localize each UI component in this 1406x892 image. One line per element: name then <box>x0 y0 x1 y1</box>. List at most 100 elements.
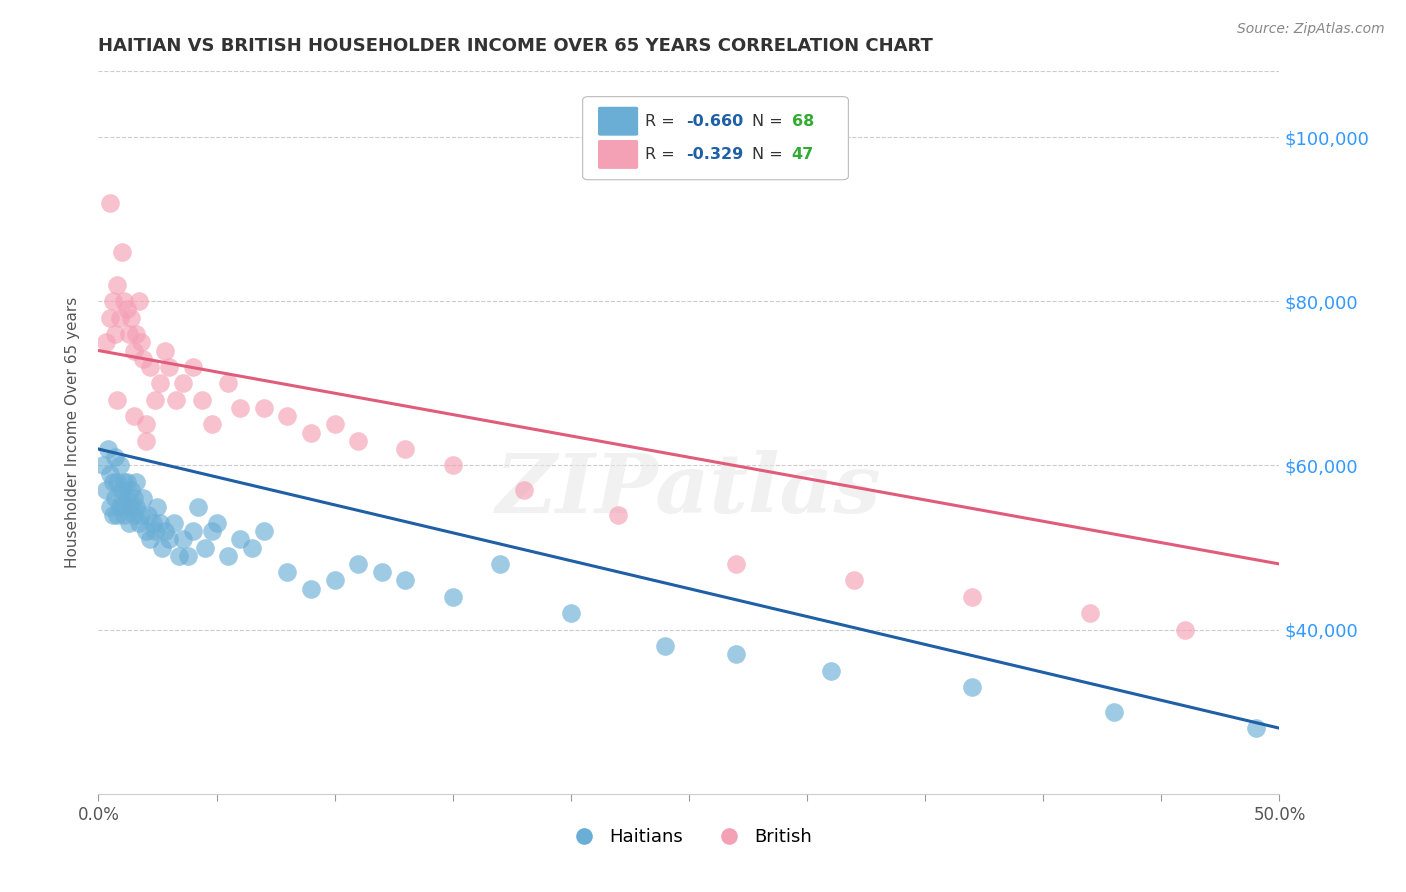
Text: ZIPatlas: ZIPatlas <box>496 450 882 531</box>
Point <box>118 500 141 514</box>
Point <box>1244 721 1267 735</box>
Point <box>122 409 145 424</box>
Point <box>163 516 186 530</box>
Point <box>157 533 180 547</box>
Point <box>146 500 169 514</box>
Point <box>201 524 224 538</box>
Point <box>135 417 157 432</box>
Point <box>97 442 120 456</box>
Point <box>725 648 748 662</box>
Point <box>108 500 131 514</box>
Point <box>820 664 842 678</box>
Point <box>112 294 135 309</box>
Point <box>111 244 134 259</box>
Point <box>229 533 252 547</box>
Point <box>129 335 152 350</box>
Point <box>135 524 157 538</box>
Point <box>132 491 155 506</box>
Point <box>560 607 582 621</box>
Point <box>105 392 128 407</box>
Legend: Haitians, British: Haitians, British <box>560 821 818 854</box>
Point <box>201 417 224 432</box>
Point <box>125 500 148 514</box>
Point <box>122 343 145 358</box>
Point <box>115 491 138 506</box>
Point <box>153 343 176 358</box>
Point <box>205 516 228 530</box>
Point <box>115 302 138 317</box>
Point <box>94 335 117 350</box>
Point <box>172 376 194 391</box>
Point <box>194 541 217 555</box>
Point <box>101 508 124 522</box>
Point <box>607 508 630 522</box>
Point <box>181 524 204 538</box>
Point <box>1174 623 1197 637</box>
Text: HAITIAN VS BRITISH HOUSEHOLDER INCOME OVER 65 YEARS CORRELATION CHART: HAITIAN VS BRITISH HOUSEHOLDER INCOME OV… <box>98 37 934 54</box>
Point <box>347 557 370 571</box>
FancyBboxPatch shape <box>582 96 848 180</box>
Point <box>394 574 416 588</box>
Point <box>121 500 143 514</box>
Text: R =: R = <box>645 113 681 128</box>
Point <box>299 582 322 596</box>
Point <box>104 491 127 506</box>
Point <box>240 541 263 555</box>
Point <box>128 294 150 309</box>
Point <box>229 401 252 415</box>
Point <box>104 450 127 465</box>
Point <box>217 376 239 391</box>
Point <box>276 409 298 424</box>
Point <box>98 310 121 325</box>
Point <box>149 376 172 391</box>
Point <box>129 508 152 522</box>
Point <box>115 475 138 489</box>
Text: R =: R = <box>645 147 681 162</box>
Text: N =: N = <box>752 113 787 128</box>
Point <box>112 508 135 522</box>
Point <box>112 475 135 489</box>
FancyBboxPatch shape <box>598 140 638 169</box>
Point <box>98 467 121 481</box>
Point <box>844 574 866 588</box>
Point <box>118 516 141 530</box>
Point <box>139 533 162 547</box>
Point <box>347 434 370 448</box>
Point <box>125 327 148 342</box>
Point <box>101 475 124 489</box>
Point <box>118 327 141 342</box>
Point <box>98 500 121 514</box>
Point <box>191 392 214 407</box>
Point <box>136 508 159 522</box>
Point <box>165 392 187 407</box>
Y-axis label: Householder Income Over 65 years: Householder Income Over 65 years <box>65 297 80 568</box>
Point <box>177 549 200 563</box>
Point <box>111 491 134 506</box>
Point <box>139 359 162 374</box>
Text: -0.660: -0.660 <box>686 113 744 128</box>
Point <box>121 310 143 325</box>
Point <box>122 491 145 506</box>
Point <box>323 417 346 432</box>
Text: 47: 47 <box>792 147 814 162</box>
Point <box>132 351 155 366</box>
Point <box>172 533 194 547</box>
Point <box>489 557 512 571</box>
Point <box>276 565 298 579</box>
Point <box>105 475 128 489</box>
Point <box>217 549 239 563</box>
Point <box>135 434 157 448</box>
Point <box>94 483 117 497</box>
Point <box>962 590 984 604</box>
Point <box>181 359 204 374</box>
Point <box>105 508 128 522</box>
Point <box>371 565 394 579</box>
Point <box>128 516 150 530</box>
Point <box>725 557 748 571</box>
Point <box>143 392 166 407</box>
Text: 68: 68 <box>792 113 814 128</box>
Point <box>111 483 134 497</box>
FancyBboxPatch shape <box>598 107 638 136</box>
Point <box>125 475 148 489</box>
Point <box>105 277 128 292</box>
